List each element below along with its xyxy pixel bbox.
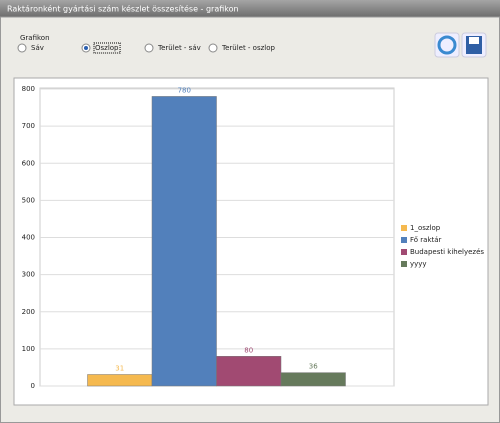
- bar: [87, 374, 153, 387]
- legend-swatch: [401, 237, 407, 243]
- radio-dot[interactable]: [84, 46, 88, 50]
- y-tick-label: 500: [22, 196, 35, 204]
- legend-label: Fő raktár: [410, 235, 442, 244]
- y-tick-label: 200: [22, 308, 35, 316]
- y-tick-label: 700: [22, 122, 35, 130]
- radio-label[interactable]: Oszlop: [95, 44, 119, 52]
- y-tick-label: 0: [31, 382, 35, 390]
- bar: [216, 356, 282, 387]
- y-tick-label: 300: [22, 271, 35, 279]
- radio-group: Sáv Oszlop Terület - sáv Terület - oszlop: [17, 42, 276, 54]
- legend-swatch: [401, 261, 407, 267]
- legend-label: 1_oszlop: [410, 224, 441, 232]
- chart: 0 100 200 300 400 500 600 700 800 31 1_oszlop 780 Fő…: [22, 85, 485, 390]
- value-label: 780: [178, 86, 191, 94]
- y-tick-label: 800: [22, 85, 35, 93]
- refresh-button[interactable]: [434, 32, 460, 58]
- title-bar: [0, 0, 500, 17]
- y-tick-label: 100: [22, 345, 35, 353]
- bar: [280, 372, 346, 387]
- radio-button[interactable]: [17, 43, 27, 53]
- refresh-icon[interactable]: [437, 35, 457, 55]
- radio-button[interactable]: [208, 43, 218, 53]
- value-label: 36: [309, 363, 318, 371]
- group-label: Grafikon: [20, 34, 50, 42]
- y-tick-label: 400: [22, 234, 35, 242]
- value-label: 31: [115, 364, 124, 372]
- radio-label[interactable]: Terület - sáv: [157, 44, 201, 52]
- radio-label[interactable]: Terület - oszlop: [221, 44, 276, 52]
- legend-label: Budapesti kihelyezés: [410, 248, 484, 256]
- save-button[interactable]: [461, 32, 487, 58]
- legend-label: yyyy: [410, 260, 427, 268]
- y-tick-label: 600: [22, 159, 35, 167]
- window-title: Raktáronként gyártási szám készlet össze…: [7, 4, 239, 14]
- radio-button[interactable]: [144, 43, 154, 53]
- bar: [151, 96, 217, 387]
- radio-label[interactable]: Sáv: [31, 44, 44, 52]
- save-icon-label[interactable]: [469, 37, 479, 44]
- legend-swatch: [401, 249, 407, 255]
- value-label: 80: [244, 346, 253, 354]
- legend-swatch: [401, 225, 407, 231]
